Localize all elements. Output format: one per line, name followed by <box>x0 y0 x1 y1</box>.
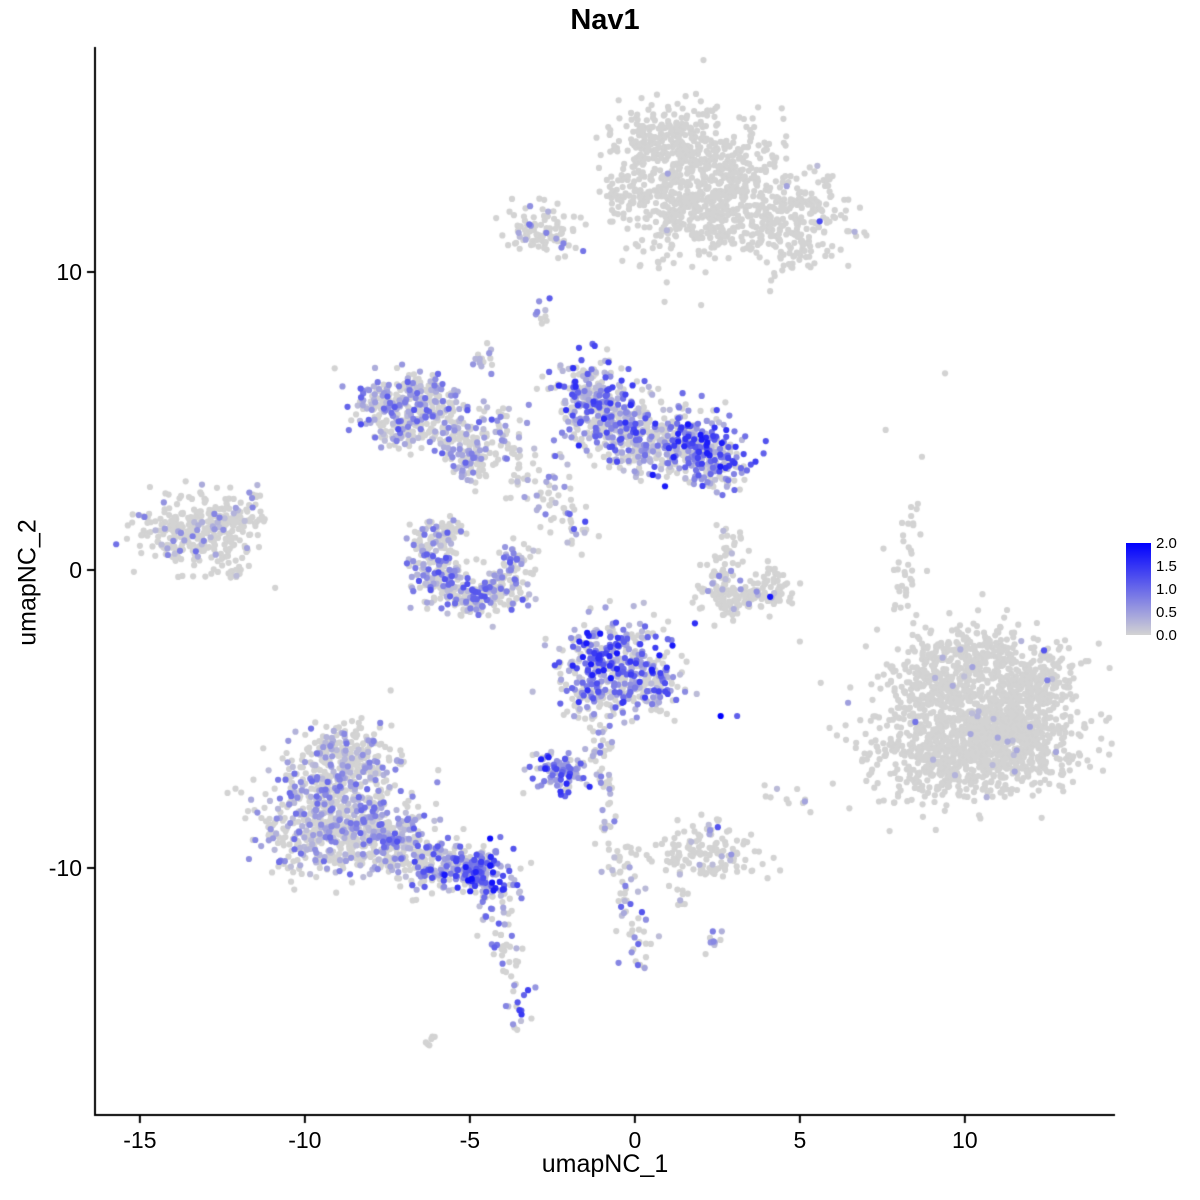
x-tick-label: 5 <box>793 1127 807 1153</box>
x-tick-label: -5 <box>459 1127 481 1153</box>
y-tick-label: 10 <box>56 258 82 285</box>
y-tick-label: -10 <box>48 854 82 881</box>
legend-tick-label: 0.5 <box>1156 604 1177 621</box>
x-tick-label: -15 <box>123 1127 157 1153</box>
legend-tick-label: 0.0 <box>1156 627 1177 644</box>
x-tick-label: 10 <box>952 1127 978 1153</box>
legend-colorbar <box>1126 543 1151 635</box>
y-tick-label: 0 <box>69 556 82 583</box>
x-axis-label: umapNC_1 <box>541 1150 669 1178</box>
plot-title: Nav1 <box>570 4 640 36</box>
x-tick-label: 0 <box>628 1127 642 1153</box>
legend-tick-label: 1.5 <box>1156 558 1177 575</box>
x-tick-label: -10 <box>288 1127 322 1153</box>
legend-tick-label: 2.0 <box>1156 535 1177 552</box>
legend-tick-label: 1.0 <box>1156 581 1177 598</box>
